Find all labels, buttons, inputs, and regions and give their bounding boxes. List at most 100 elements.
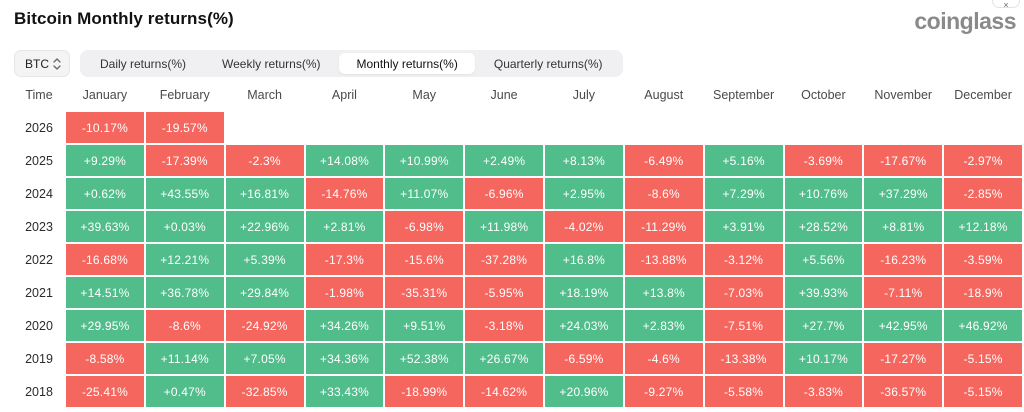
year-label: 2023 <box>25 219 53 234</box>
return-cell: +39.63% <box>66 211 144 242</box>
return-cell: +43.55% <box>145 178 224 209</box>
return-cell: +33.43% <box>305 376 384 407</box>
return-cell: +16.8% <box>545 244 623 275</box>
return-cell: +2.83% <box>624 310 703 341</box>
return-cell <box>864 112 942 143</box>
table-row: 2021 +14.51% +36.78% +29.84% -1.98% -35.31% -5… <box>14 277 1022 308</box>
column-header-january: January <box>82 88 128 102</box>
return-cell: -32.85% <box>225 376 304 407</box>
return-cell: +42.95% <box>864 310 943 341</box>
return-cell: +29.84% <box>225 277 304 308</box>
return-cell: +39.93% <box>784 277 863 308</box>
column-header-september: September <box>713 88 775 102</box>
return-cell: -3.59% <box>944 244 1022 275</box>
column-header-march: March <box>247 88 282 102</box>
table-row: 2018 -25.41% +0.47% -32.85% +33.43% -18.99% -1… <box>14 376 1022 407</box>
year-label: 2021 <box>25 285 53 300</box>
return-cell: +13.8% <box>624 277 703 308</box>
return-cell: -17.39% <box>145 145 224 176</box>
return-cell <box>545 112 623 143</box>
year-label: 2026 <box>25 120 53 135</box>
column-header-august: August <box>644 88 684 102</box>
return-cell: -5.95% <box>465 277 543 308</box>
return-cell: -8.6% <box>145 310 224 341</box>
return-cell: +14.51% <box>66 277 144 308</box>
return-cell: +26.67% <box>465 343 543 374</box>
page-title: Bitcoin Monthly returns(%) <box>14 9 234 28</box>
return-cell: -17.67% <box>864 145 943 176</box>
return-cell: -6.59% <box>545 343 623 374</box>
column-header-may: May <box>412 88 437 102</box>
return-cell: +3.91% <box>704 211 783 242</box>
return-cell: +18.19% <box>545 277 623 308</box>
return-cell: -3.83% <box>784 376 863 407</box>
return-cell: -25.41% <box>66 376 144 407</box>
table-row: 2020 +29.95% -8.6% -24.92% +34.26% +9.51% -3.1… <box>14 310 1022 341</box>
return-cell: +46.92% <box>944 310 1022 341</box>
table-row: 2019 -8.58% +11.14% +7.05% +34.36% +52.38% +26… <box>14 343 1022 374</box>
return-cell: -3.69% <box>784 145 863 176</box>
return-cell: +12.21% <box>145 244 224 275</box>
return-cell: -35.31% <box>385 277 464 308</box>
return-cell: -5.15% <box>944 376 1022 407</box>
table-row: 2024 +0.62% +43.55% +16.81% -14.76% +11.07% -6… <box>14 178 1022 209</box>
return-cell: -6.98% <box>385 211 464 242</box>
return-cell: +34.26% <box>305 310 384 341</box>
return-cell: -3.18% <box>465 310 543 341</box>
year-label: 2024 <box>25 186 53 201</box>
return-cell: -7.11% <box>864 277 943 308</box>
return-cell: +24.03% <box>545 310 623 341</box>
return-cell <box>226 112 304 143</box>
return-cell: -18.99% <box>385 376 464 407</box>
return-cell: +20.96% <box>545 376 623 407</box>
table-header-row: Time January February March April May June July… <box>14 85 1022 105</box>
column-header-june: June <box>490 88 518 102</box>
return-cell: +11.14% <box>145 343 224 374</box>
return-cell: -9.27% <box>624 376 703 407</box>
return-cell: -13.38% <box>704 343 783 374</box>
tab-daily-returns[interactable]: Daily returns(%) <box>83 53 203 74</box>
return-cell: -15.6% <box>385 244 464 275</box>
return-cell: -2.97% <box>944 145 1022 176</box>
return-cell <box>306 112 384 143</box>
return-cell: +22.96% <box>225 211 304 242</box>
coin-selector[interactable]: BTC <box>14 50 70 77</box>
close-button[interactable]: × <box>992 0 1020 10</box>
return-cell: +7.05% <box>225 343 304 374</box>
year-label: 2018 <box>25 384 53 399</box>
return-cell: -6.49% <box>624 145 703 176</box>
return-cell: -37.28% <box>465 244 543 275</box>
column-header-april: April <box>331 88 357 102</box>
return-cell: -7.03% <box>704 277 783 308</box>
return-cell: -11.29% <box>624 211 703 242</box>
return-cell: -5.15% <box>944 343 1022 374</box>
return-cell: +11.98% <box>465 211 543 242</box>
return-cell: +9.51% <box>385 310 464 341</box>
tab-weekly-returns[interactable]: Weekly returns(%) <box>205 53 337 74</box>
year-label: 2019 <box>25 351 53 366</box>
year-label: 2025 <box>25 153 53 168</box>
return-cell: -14.62% <box>465 376 543 407</box>
return-cell: -4.6% <box>624 343 703 374</box>
return-cell: +34.36% <box>305 343 384 374</box>
column-header-february: February <box>159 88 210 102</box>
tab-quarterly-returns[interactable]: Quarterly returns(%) <box>477 53 620 74</box>
return-cell: +10.99% <box>385 145 464 176</box>
return-cell: -2.3% <box>225 145 304 176</box>
coin-selector-label: BTC <box>25 56 49 71</box>
return-cell: +8.81% <box>864 211 943 242</box>
return-cell: +5.39% <box>225 244 304 275</box>
return-cell: +0.47% <box>145 376 224 407</box>
return-cell <box>705 112 783 143</box>
return-cell: +5.56% <box>784 244 863 275</box>
table-row: 2023 +39.63% +0.03% +22.96% +2.81% -6.98% +11.… <box>14 211 1022 242</box>
return-cell: +2.81% <box>305 211 384 242</box>
tab-monthly-returns[interactable]: Monthly returns(%) <box>339 53 475 74</box>
table-row: 2022 -16.68% +12.21% +5.39% -17.3% -15.6% -37.… <box>14 244 1022 275</box>
return-cell: +2.95% <box>545 178 623 209</box>
return-cell: -7.51% <box>704 310 783 341</box>
return-cell: -5.58% <box>704 376 783 407</box>
return-cell: -19.57% <box>145 112 224 143</box>
return-cell: +5.16% <box>704 145 783 176</box>
